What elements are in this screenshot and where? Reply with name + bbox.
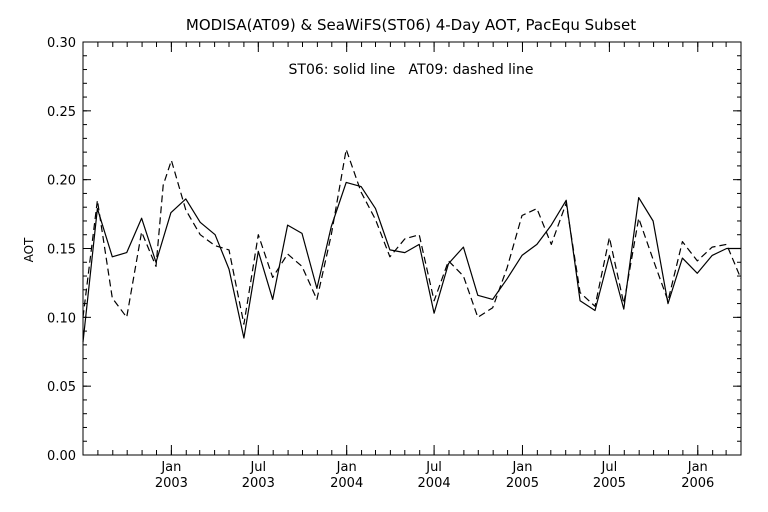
x-tick-year-label: 2003: [155, 476, 188, 491]
series-line-st06: [82, 181, 741, 343]
x-tick-year-label: 2005: [506, 476, 539, 491]
x-tick-year-label: 2006: [681, 476, 714, 491]
x-tick-month-label: Jan: [160, 460, 181, 475]
y-tick-label: 0.25: [47, 105, 76, 120]
x-tick-year-label: 2005: [593, 476, 626, 491]
y-tick-label: 0.05: [47, 380, 76, 395]
y-tick-label: 0.10: [47, 311, 76, 326]
x-tick-year-label: 2004: [330, 476, 363, 491]
series-lines: [82, 148, 742, 343]
chart-title: MODISA(AT09) & SeaWiFS(ST06) 4-Day AOT, …: [186, 16, 636, 34]
x-tick-month-label: Jul: [601, 460, 618, 475]
x-tick-month-label: Jul: [249, 460, 266, 475]
x-tick-month-label: Jan: [687, 460, 708, 475]
y-tick-label: 0.20: [47, 174, 76, 189]
y-axis: 0.00 0.05 0.10 0.15 0.20 0.25 0.30: [47, 36, 741, 464]
series-style-annotation: ST06: solid line AT09: dashed line: [289, 62, 534, 78]
y-tick-label: 0.30: [47, 36, 76, 51]
series-line-at09: [82, 148, 742, 325]
x-axis: Jan2003Jul2003Jan2004Jul2004Jan2005Jul20…: [82, 42, 742, 491]
x-tick-month-label: Jan: [511, 460, 532, 475]
y-tick-label: 0.15: [47, 243, 76, 258]
y-tick-label: 0.00: [47, 449, 76, 464]
x-tick-year-label: 2003: [242, 476, 275, 491]
x-tick-month-label: Jul: [425, 460, 442, 475]
x-tick-year-label: 2004: [418, 476, 451, 491]
y-axis-label: AOT: [22, 237, 36, 262]
x-tick-month-label: Jan: [336, 460, 357, 475]
